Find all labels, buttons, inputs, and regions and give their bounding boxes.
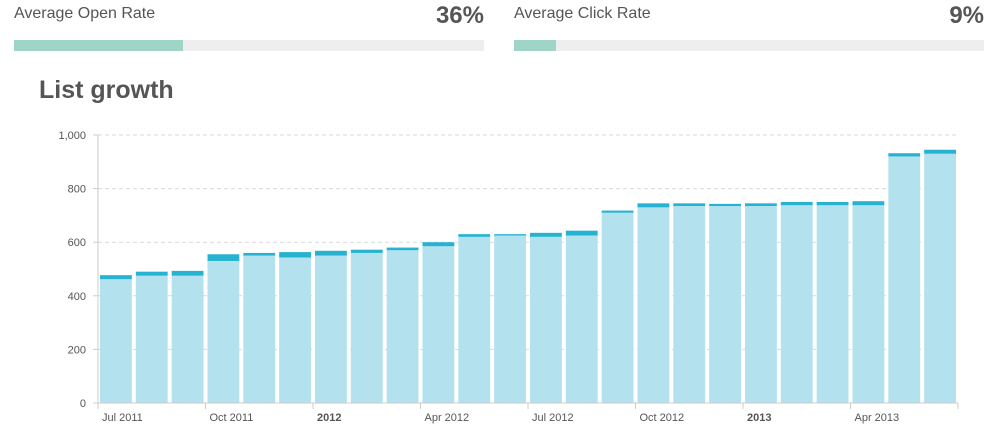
- x-tick-label: Jul 2012: [532, 412, 574, 424]
- bar-base: [207, 260, 240, 403]
- bar-base: [565, 235, 598, 403]
- bar-base: [458, 236, 491, 403]
- chart-grid: [98, 134, 958, 350]
- bar-top: [279, 252, 311, 258]
- open-rate-progress-track: [14, 40, 484, 51]
- y-tick-label: 200: [68, 344, 86, 356]
- bar-base: [780, 205, 813, 403]
- bar-base: [315, 255, 347, 403]
- bar-top: [709, 203, 741, 207]
- y-tick-label: 0: [80, 398, 86, 410]
- bar-base: [709, 206, 741, 403]
- bar-base: [601, 212, 634, 403]
- click-rate-value: 9%: [949, 2, 984, 29]
- x-tick-label: 2013: [747, 412, 771, 424]
- bar-base: [386, 250, 419, 403]
- bar-base: [888, 156, 921, 403]
- bar-base: [494, 235, 526, 403]
- click-rate-label: Average Click Rate: [514, 5, 651, 22]
- bar-top: [637, 203, 670, 208]
- open-rate-label: Average Open Rate: [14, 5, 156, 22]
- chart-bars: [100, 149, 956, 403]
- bar-base: [637, 207, 670, 403]
- bar-top: [350, 249, 383, 253]
- bar-top: [135, 271, 168, 276]
- bar-top: [816, 202, 849, 206]
- bar-base: [350, 252, 383, 403]
- click-rate-progress-fill: [514, 40, 557, 51]
- bar-base: [530, 236, 562, 403]
- bar-base: [673, 206, 706, 403]
- average-open-rate-stat: Average Open Rate 36%: [14, 0, 484, 56]
- bar-top: [386, 247, 419, 251]
- bar-top: [494, 234, 526, 236]
- bar-base: [745, 206, 777, 403]
- open-rate-progress-fill: [14, 40, 184, 51]
- bar-top: [458, 234, 491, 237]
- open-rate-value: 36%: [435, 2, 484, 29]
- bar-top: [780, 202, 813, 206]
- x-tick-label: Oct 2011: [210, 412, 254, 424]
- bar-top: [171, 270, 204, 276]
- y-tick-label: 600: [68, 237, 86, 249]
- bar-base: [171, 275, 204, 403]
- click-rate-progress-track: [514, 40, 984, 51]
- bar-base: [279, 257, 311, 403]
- bar-base: [816, 205, 849, 403]
- y-tick-label: 800: [68, 184, 86, 196]
- x-tick-label: 2012: [317, 412, 341, 424]
- bar-top: [100, 275, 132, 280]
- bar-top: [422, 242, 455, 247]
- bar-top: [745, 203, 777, 207]
- bar-top: [601, 210, 634, 213]
- bar-top: [924, 149, 956, 154]
- bar-top: [565, 230, 598, 236]
- bar-top: [315, 250, 347, 256]
- bar-base: [852, 205, 885, 403]
- x-tick-label: Jul 2011: [102, 412, 143, 424]
- bar-base: [924, 153, 956, 403]
- average-click-rate-stat: Average Click Rate 9%: [514, 0, 984, 56]
- chart-axes: 0 200 400 600 800 1,000 Jul 2011 Oct 2011 2012 Ap…: [58, 130, 959, 424]
- bar-base: [243, 255, 276, 403]
- bar-top: [207, 254, 240, 261]
- bar-top: [673, 203, 706, 207]
- x-tick-label: Oct 2012: [640, 412, 685, 424]
- bar-base: [135, 275, 168, 403]
- bar-base: [422, 246, 455, 403]
- bar-top: [888, 153, 921, 157]
- section-title: List growth: [39, 76, 174, 104]
- bar-top: [852, 201, 885, 206]
- bar-top: [243, 252, 276, 256]
- y-tick-label: 400: [68, 291, 86, 303]
- bar-top: [530, 232, 562, 237]
- bar-base: [100, 279, 132, 403]
- x-tick-label: Apr 2013: [855, 412, 900, 424]
- x-tick-label: Apr 2012: [425, 412, 470, 424]
- y-tick-label: 1,000: [58, 130, 86, 142]
